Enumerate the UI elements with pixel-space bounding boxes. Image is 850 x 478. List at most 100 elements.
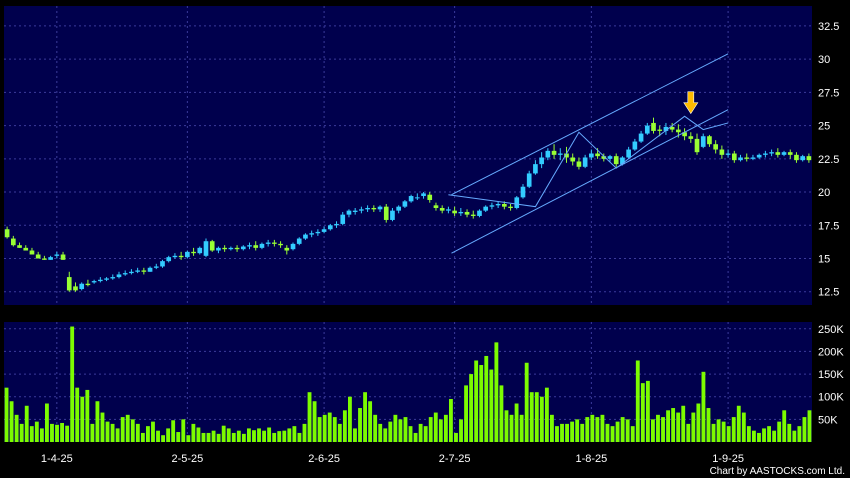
volume-bar — [686, 423, 691, 442]
volume-bar — [499, 385, 504, 442]
volume-bar — [358, 408, 362, 442]
volume-bar — [105, 421, 110, 442]
volume-bar — [534, 392, 539, 442]
volume-bar — [226, 428, 231, 442]
candle-body — [290, 243, 296, 250]
candle-body — [346, 210, 352, 215]
candle-body — [526, 173, 532, 187]
date-tick-label: 2-6-25 — [308, 453, 340, 465]
candle-body — [446, 209, 451, 211]
volume-bar — [741, 412, 746, 442]
volume-bar — [307, 392, 312, 442]
volume-bar — [489, 369, 494, 442]
volume-bar — [615, 421, 620, 442]
candle-body — [42, 258, 47, 260]
price-tick-label: 27.5 — [818, 87, 839, 99]
candle-body — [29, 250, 35, 255]
volume-bar — [231, 432, 236, 442]
candle-body — [502, 204, 507, 207]
volume-bar — [544, 387, 549, 442]
volume-bar — [782, 410, 787, 442]
volume-bar — [550, 414, 554, 442]
candle-body — [794, 154, 799, 161]
candle-body — [682, 132, 687, 137]
candle-body — [688, 136, 694, 139]
volume-bar — [80, 396, 85, 442]
volume-bar — [151, 421, 155, 442]
volume-bar — [19, 423, 24, 442]
candle-body — [713, 144, 718, 150]
candle-body — [464, 211, 470, 215]
volume-bar — [792, 430, 797, 442]
candle-body — [607, 156, 613, 159]
trend-annotations — [448, 53, 729, 254]
candle-body — [116, 274, 122, 278]
volume-bar — [39, 428, 44, 442]
date-tick-label: 2-7-25 — [439, 453, 471, 465]
volume-bar — [332, 417, 337, 442]
volume-bar — [696, 403, 701, 442]
candle-body — [781, 152, 787, 155]
price-tick-label: 22.5 — [818, 154, 839, 166]
candle-body — [240, 246, 246, 250]
volume-bar — [585, 417, 590, 442]
candle-body — [284, 247, 290, 251]
candle-body — [129, 271, 134, 274]
volume-bar — [681, 405, 686, 442]
candle-body — [520, 186, 526, 198]
axis-labels: 12.5 15 17.5 20 22.5 25 27.5 30 32.5 50K 100K 150K 2… — [41, 21, 844, 465]
candle-body — [613, 156, 619, 165]
volume-bar — [736, 405, 741, 442]
volume-tick-label: 100K — [818, 392, 844, 404]
volume-bar — [24, 405, 29, 442]
candle-body — [191, 251, 196, 254]
volume-bar — [55, 424, 59, 442]
volume-bar — [777, 421, 782, 442]
candle-body — [4, 229, 10, 238]
price-panel — [4, 6, 812, 305]
price-tick-label: 15 — [818, 253, 830, 265]
volume-bar — [651, 419, 655, 442]
candle-body — [160, 261, 165, 267]
volume-bar — [474, 360, 479, 442]
candle-body — [383, 206, 389, 220]
candle-body — [79, 283, 85, 290]
volume-bar — [95, 401, 100, 442]
candle-body — [533, 164, 538, 174]
volume-bar — [327, 412, 332, 442]
candle-body — [725, 153, 731, 155]
candle-body — [414, 197, 420, 199]
candle-body — [234, 247, 240, 250]
volume-bar — [373, 414, 378, 442]
volume-bar — [252, 430, 256, 442]
candle-body — [806, 156, 812, 161]
volume-bar — [625, 419, 630, 442]
candle-body — [10, 238, 16, 246]
volume-bar — [241, 433, 246, 442]
candle-body — [203, 241, 209, 256]
date-tick-label: 1-4-25 — [41, 453, 73, 465]
candle-body — [551, 150, 557, 155]
volume-bar — [221, 425, 226, 442]
candle-body — [259, 243, 265, 248]
down-arrow-icon — [683, 91, 699, 115]
candle-body — [787, 152, 793, 155]
volume-bar — [287, 428, 292, 442]
candle-body — [265, 242, 271, 244]
candle-body — [620, 157, 625, 165]
volume-bar — [125, 414, 130, 442]
volume-bar — [9, 401, 14, 442]
volume-tick-label: 50K — [818, 414, 838, 426]
volume-bar — [666, 410, 670, 442]
price-tick-label: 32.5 — [818, 21, 839, 33]
candle-body — [564, 153, 569, 158]
candle-body — [272, 242, 277, 244]
candle-body — [669, 126, 675, 130]
candle-body — [104, 278, 109, 280]
copyright-text: Chart by AASTOCKS.com Ltd. — [710, 466, 845, 477]
candle-body — [601, 156, 607, 159]
candle-body — [185, 251, 190, 258]
candle-body — [23, 247, 29, 251]
candle-body — [676, 129, 681, 133]
candle-body — [141, 270, 147, 272]
